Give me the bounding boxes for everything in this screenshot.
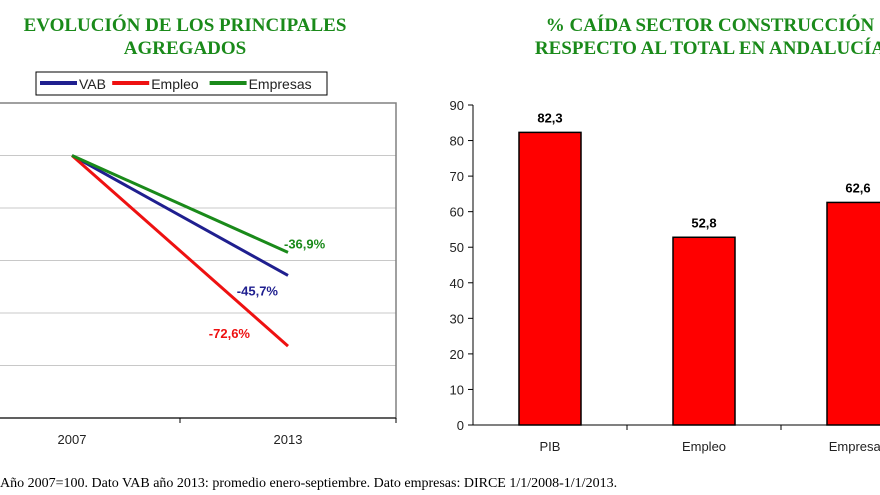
line-series-vab [71, 154, 289, 277]
data-label: 82,3 [537, 110, 562, 125]
data-label: -45,7% [237, 283, 279, 298]
legend-label: Empleo [151, 76, 199, 92]
y-tick-label: 40 [450, 276, 464, 291]
bar-chart-title-line: RESPECTO AL TOTAL EN ANDALUCÍA [534, 38, 880, 59]
x-tick-label: Empleo [682, 439, 726, 454]
bar-chart-title-line: % CAÍDA SECTOR CONSTRUCCIÓN [545, 15, 875, 36]
x-tick-label: Empresas [829, 439, 880, 454]
line-chart-title-line: EVOLUCIÓN DE LOS PRINCIPALES [23, 15, 347, 36]
data-label: 52,8 [691, 215, 716, 230]
y-tick-label: 0 [457, 418, 464, 433]
y-tick-label: 60 [450, 205, 464, 220]
y-tick-label: 80 [450, 134, 464, 149]
y-tick-label: 90 [450, 98, 464, 113]
y-tick-label: 10 [450, 382, 464, 397]
line-series-empresas [71, 154, 289, 254]
legend-label: Empresas [249, 76, 312, 92]
bar-chart-title: % CAÍDA SECTOR CONSTRUCCIÓN RESPECTO AL … [490, 14, 880, 60]
x-tick-label: 2013 [274, 432, 303, 447]
y-tick-label: 70 [450, 169, 464, 184]
line-series-empleo [71, 154, 289, 348]
line-chart-title: EVOLUCIÓN DE LOS PRINCIPALES AGREGADOS [0, 14, 370, 60]
y-tick-label: 30 [450, 311, 464, 326]
footnote: Año 2007=100. Dato VAB año 2013: promedi… [0, 476, 618, 491]
bar-empleo [672, 236, 736, 426]
y-tick-label: 20 [450, 347, 464, 362]
bar-empresas [826, 201, 880, 426]
y-tick-label: 50 [450, 240, 464, 255]
data-label: -36,9% [284, 236, 326, 251]
legend-box [35, 71, 328, 96]
x-tick-label: PIB [540, 439, 561, 454]
legend-label: VAB [79, 76, 106, 92]
x-tick-label: 2007 [58, 432, 87, 447]
line-chart-title-line: AGREGADOS [123, 38, 247, 59]
data-label: -72,6% [209, 326, 251, 341]
bar-pib [518, 131, 582, 426]
data-label: 62,6 [845, 180, 870, 195]
